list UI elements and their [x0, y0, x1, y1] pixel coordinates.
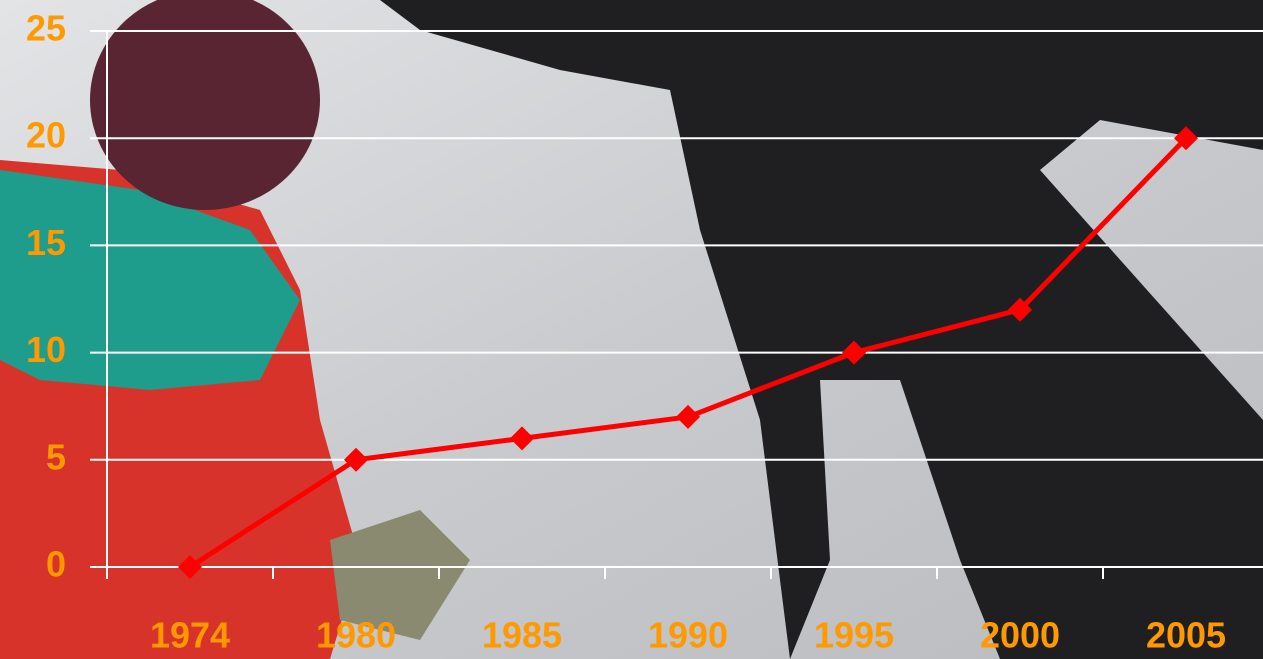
x-tick-label: 1990 — [648, 615, 728, 656]
page: {"chart_data": {"type": "line", "categor… — [0, 0, 1263, 659]
y-tick-label: 5 — [46, 436, 66, 477]
chart: 0 5 10 15 20 25 1974 1980 1985 1990 1995 2000 2005 — [0, 0, 1263, 659]
y-tick-label: 20 — [26, 115, 66, 156]
x-tick-label: 2005 — [1146, 615, 1226, 656]
x-tick-label: 1995 — [814, 615, 894, 656]
x-tick-label: 1985 — [482, 615, 562, 656]
x-tick-label: 1974 — [150, 615, 230, 656]
x-tick-label: 2000 — [980, 615, 1060, 656]
y-tick-label: 15 — [26, 222, 66, 263]
y-tick-label: 0 — [46, 544, 66, 585]
x-tick-label: 1980 — [316, 615, 396, 656]
y-tick-label: 10 — [26, 329, 66, 370]
y-tick-label: 25 — [26, 8, 66, 49]
